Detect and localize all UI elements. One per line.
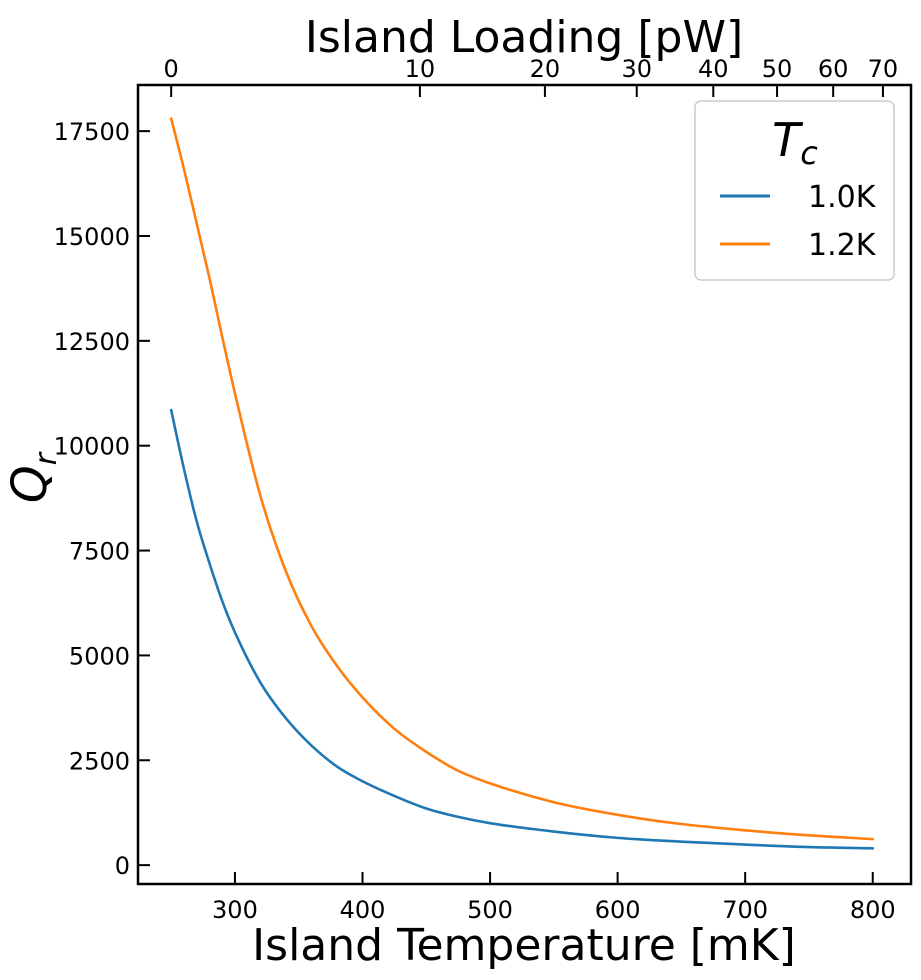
x-tick-label-700: 700 [722,896,768,924]
top-tick-label-0: 0 [164,55,179,83]
legend-entry-1.0k: 1.0K [808,180,877,215]
svg-text:Qr: Qr [2,451,64,503]
y-tick-label-17500: 17500 [54,118,130,146]
legend-box [694,100,895,281]
legend-title-sub: c [800,134,818,172]
series-line-1.0k [169,408,875,850]
x-tick-label-800: 800 [850,896,896,924]
legend: Tc 1.0K 1.2K [694,100,895,281]
top-x-axis-label: Island Loading [pW] [305,12,743,63]
y-tick-label-5000: 5000 [69,642,130,670]
top-tick-label-10: 10 [405,55,436,83]
top-tick-label-20: 20 [530,55,561,83]
top-tick-label-70: 70 [868,55,899,83]
x-tick-label-600: 600 [595,896,641,924]
top-tick-label-40: 40 [698,55,729,83]
y-tick-label-15000: 15000 [54,223,130,251]
series-line-1.2k [169,117,875,841]
series-layer [169,117,875,850]
y-tick-label-7500: 7500 [69,538,130,566]
y-tick-label-10000: 10000 [54,433,130,461]
legend-entry-1.2k: 1.2K [808,228,877,263]
y-axis-label: Qr [2,451,64,503]
y-axis-label-main: Q [2,465,58,503]
top-tick-label-30: 30 [621,55,652,83]
x-tick-label-300: 300 [212,896,258,924]
ticks-layer: 300 400 500 600 700 8000250050007500100001250… [54,55,899,924]
top-tick-label-50: 50 [762,55,793,83]
legend-title-main: T [772,113,804,167]
y-tick-label-0: 0 [115,852,130,880]
y-tick-label-12500: 12500 [54,328,130,356]
x-axis-label: Island Temperature [mK] [252,920,796,971]
legend-title: Tc [772,113,818,172]
top-tick-label-60: 60 [818,55,849,83]
x-tick-label-400: 400 [340,896,386,924]
y-tick-label-2500: 2500 [69,747,130,775]
y-axis-label-sub: r [29,451,64,465]
x-tick-label-500: 500 [467,896,513,924]
plot-frame [136,83,913,886]
